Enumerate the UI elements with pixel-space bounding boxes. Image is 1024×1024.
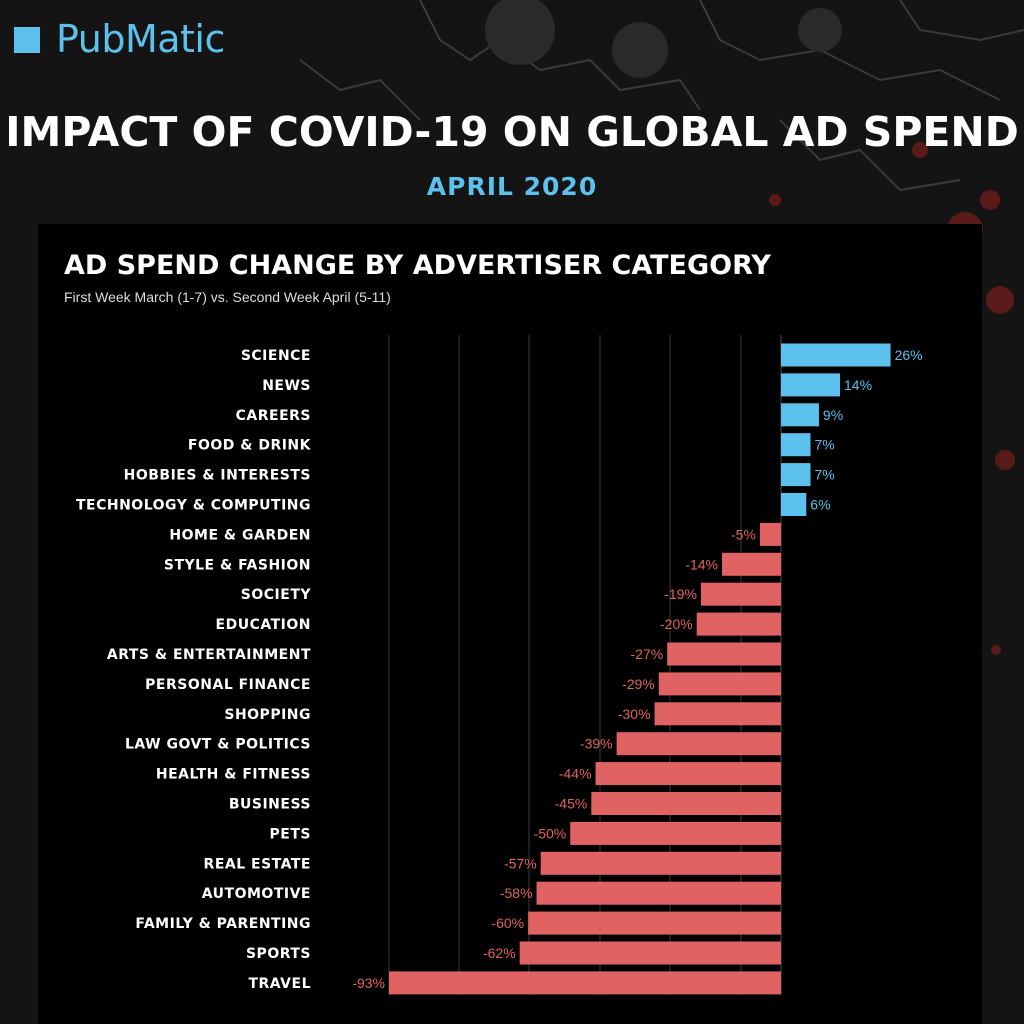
value-label: -45% xyxy=(555,796,588,812)
value-label: -93% xyxy=(352,975,385,991)
bar xyxy=(389,971,781,995)
category-label: SPORTS xyxy=(246,946,311,962)
bar xyxy=(781,343,891,367)
category-label: HOBBIES & INTERESTS xyxy=(124,468,311,484)
value-label: -50% xyxy=(534,825,567,841)
category-label: FAMILY & PARENTING xyxy=(135,916,311,932)
category-label: PERSONAL FINANCE xyxy=(145,677,311,693)
value-label: -62% xyxy=(483,945,516,961)
value-label: 7% xyxy=(815,437,835,453)
bar xyxy=(696,612,781,636)
bar xyxy=(540,851,781,875)
logo-text: PubMatic xyxy=(56,17,225,61)
bar xyxy=(658,672,781,696)
category-label: FOOD & DRINK xyxy=(188,438,312,454)
category-label: HOME & GARDEN xyxy=(169,527,311,543)
bar xyxy=(700,582,781,606)
logo-square-icon xyxy=(14,27,40,53)
page-title: IMPACT OF COVID-19 ON GLOBAL AD SPEND xyxy=(5,108,1019,156)
value-label: -58% xyxy=(500,885,533,901)
bar xyxy=(781,433,811,457)
bar xyxy=(595,762,781,786)
bar xyxy=(570,821,781,845)
category-label: STYLE & FASHION xyxy=(164,557,311,573)
value-label: -60% xyxy=(491,915,524,931)
bar xyxy=(528,911,781,935)
value-label: -29% xyxy=(622,676,655,692)
value-label: -5% xyxy=(731,526,756,542)
value-label: -30% xyxy=(618,706,651,722)
category-label: AUTOMOTIVE xyxy=(202,886,311,902)
category-label: EDUCATION xyxy=(216,617,311,633)
bar xyxy=(667,642,781,666)
value-label: 26% xyxy=(895,347,923,363)
value-label: 6% xyxy=(810,497,830,513)
category-label: PETS xyxy=(270,826,311,842)
bar xyxy=(781,493,807,516)
category-label: BUSINESS xyxy=(229,797,311,813)
category-label: SHOPPING xyxy=(224,707,311,723)
value-label: -44% xyxy=(559,766,592,782)
bar xyxy=(781,403,819,427)
value-label: -14% xyxy=(685,556,718,572)
category-label: REAL ESTATE xyxy=(204,856,311,872)
pubmatic-logo: PubMatic xyxy=(14,14,225,64)
value-label: 7% xyxy=(815,467,835,483)
category-label: NEWS xyxy=(262,378,311,394)
bar xyxy=(654,702,781,726)
value-label: 9% xyxy=(823,407,843,423)
page-date: APRIL 2020 xyxy=(426,172,598,201)
category-label: SCIENCE xyxy=(241,348,311,364)
category-label: ARTS & ENTERTAINMENT xyxy=(107,647,311,663)
bar xyxy=(721,552,781,576)
category-label: TRAVEL xyxy=(248,976,311,992)
bar xyxy=(536,881,781,905)
value-label: -39% xyxy=(580,736,613,752)
value-label: -20% xyxy=(660,616,693,632)
bar xyxy=(781,463,811,487)
category-label: LAW GOVT & POLITICS xyxy=(125,737,311,753)
category-label: HEALTH & FITNESS xyxy=(156,767,311,783)
bar xyxy=(519,941,781,965)
category-label: CAREERS xyxy=(236,408,311,424)
chart-title: AD SPEND CHANGE BY ADVERTISER CATEGORY xyxy=(64,250,771,281)
bar xyxy=(759,522,781,546)
value-label: 14% xyxy=(844,377,872,393)
value-label: -27% xyxy=(631,646,664,662)
value-label: -57% xyxy=(504,855,537,871)
bar xyxy=(781,373,841,397)
category-label: SOCIETY xyxy=(241,587,312,603)
bar xyxy=(591,792,781,815)
value-label: -19% xyxy=(664,586,697,602)
chart-subtitle: First Week March (1-7) vs. Second Week A… xyxy=(64,289,391,305)
category-label: TECHNOLOGY & COMPUTING xyxy=(76,498,311,514)
bar xyxy=(616,732,781,756)
